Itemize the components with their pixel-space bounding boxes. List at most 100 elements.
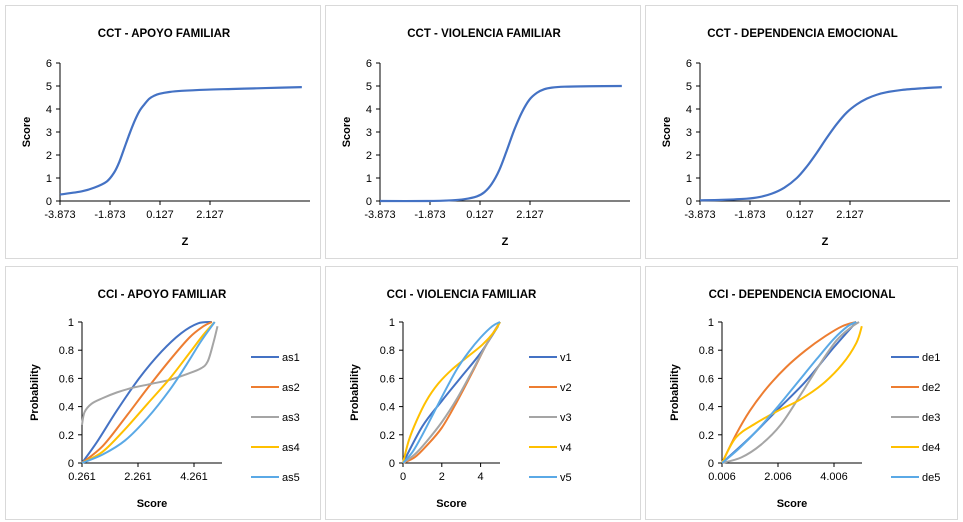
y-tick-label: 1	[46, 173, 52, 185]
y-tick-label: 0.4	[59, 402, 74, 414]
y-tick-label: 1	[68, 317, 74, 329]
chart-panel: CCT - APOYO FAMILIAR 0 1 2 3 4 5 6 -3.873 -1.873 0…	[5, 5, 321, 259]
x-tick-label: 4	[478, 471, 484, 483]
y-tick-label: 0	[68, 458, 74, 470]
chart-panel: CCT - VIOLENCIA FAMILIAR 0 1 2 3 4 5 6 -3.873 -1.…	[325, 5, 641, 259]
x-tick-label: -1.873	[94, 209, 125, 221]
x-tick-label: 0	[400, 471, 406, 483]
x-axis-label: Z	[822, 236, 829, 248]
y-tick-label: 1	[708, 317, 714, 329]
series-line-curve	[379, 84, 622, 203]
legend-label: de2	[922, 382, 940, 394]
x-tick-label: -1.873	[734, 209, 765, 221]
x-tick-label: 2.127	[516, 209, 544, 221]
x-tick-label: -1.873	[414, 209, 445, 221]
y-axis-label: Probability	[349, 363, 361, 421]
y-tick-label: 4	[46, 104, 52, 116]
y-tick-label: 0	[686, 196, 692, 208]
chart-title: CCT - DEPENDENCIA EMOCIONAL	[707, 28, 898, 40]
chart-title: CCI - APOYO FAMILIAR	[98, 289, 227, 301]
y-axis-label: Probability	[29, 363, 41, 421]
y-tick-label: 0.2	[380, 430, 395, 442]
x-axis-label: Score	[137, 498, 168, 510]
x-tick-label: 0.127	[466, 209, 494, 221]
chart-svg: CCI - APOYO FAMILIAR 0 0.2 0.4 0.6 0.8 1 0.261 2…	[29, 289, 300, 510]
x-tick-label: 2.261	[124, 471, 152, 483]
x-tick-label: -3.873	[44, 209, 75, 221]
y-tick-label: 0.2	[699, 430, 714, 442]
legend-label: as5	[282, 472, 300, 484]
series-line-as2	[81, 321, 213, 464]
y-axis-label: Score	[21, 117, 33, 148]
y-tick-label: 0.8	[699, 345, 714, 357]
y-tick-label: 3	[46, 127, 52, 139]
x-axis-label: Score	[777, 498, 808, 510]
chart-svg: CCT - APOYO FAMILIAR 0 1 2 3 4 5 6 -3.873 -1.873 0…	[21, 28, 310, 248]
legend-label: de5	[922, 472, 940, 484]
x-tick-label: 2.006	[764, 471, 792, 483]
x-tick-label: 2.127	[836, 209, 864, 221]
x-tick-label: 0.127	[146, 209, 174, 221]
x-tick-label: 0.127	[786, 209, 814, 221]
y-tick-label: 0.4	[380, 402, 395, 414]
series-line-as4	[81, 321, 216, 464]
series-line-v4	[402, 321, 501, 464]
legend-label: as2	[282, 382, 300, 394]
series-line-curve	[699, 86, 942, 202]
y-axis-label: Score	[661, 117, 673, 148]
y-tick-label: 1	[366, 173, 372, 185]
chart-panel: CCI - APOYO FAMILIAR 0 0.2 0.4 0.6 0.8 1 0.261 2…	[5, 266, 321, 520]
y-tick-label: 5	[46, 81, 52, 93]
legend-label: v2	[560, 382, 572, 394]
y-tick-label: 1	[686, 173, 692, 185]
chart-svg: CCT - VIOLENCIA FAMILIAR 0 1 2 3 4 5 6 -3.873 -1.…	[341, 28, 630, 248]
y-axis-label: Score	[341, 117, 353, 148]
y-tick-label: 0	[46, 196, 52, 208]
chart-title: CCI - VIOLENCIA FAMILIAR	[387, 289, 537, 301]
y-tick-label: 0.8	[380, 345, 395, 357]
y-tick-label: 3	[686, 127, 692, 139]
legend-label: de4	[922, 442, 940, 454]
series-line-v5	[402, 321, 501, 464]
chart-title: CCT - VIOLENCIA FAMILIAR	[407, 28, 561, 40]
y-tick-label: 0.6	[380, 373, 395, 385]
legend-label: v3	[560, 412, 572, 424]
legend-label: de3	[922, 412, 940, 424]
y-tick-label: 2	[686, 150, 692, 162]
y-tick-label: 0.2	[59, 430, 74, 442]
y-tick-label: 2	[366, 150, 372, 162]
chart-svg: CCT - DEPENDENCIA EMOCIONAL 0 1 2 3 4 5 6 -3.873…	[661, 28, 950, 248]
chart-panel: CCI - DEPENDENCIA EMOCIONAL 0 0.2 0.4 0.6 0.8…	[645, 266, 958, 520]
y-tick-label: 0.8	[59, 345, 74, 357]
y-axis-label: Probability	[669, 363, 681, 421]
y-tick-label: 2	[46, 150, 52, 162]
chart-svg: CCI - VIOLENCIA FAMILIAR 0 0.2 0.4 0.6 0.8 1 0 2…	[349, 289, 572, 510]
legend-label: v5	[560, 472, 572, 484]
y-tick-label: 0	[366, 196, 372, 208]
chart-title: CCT - APOYO FAMILIAR	[98, 28, 231, 40]
legend-label: de1	[922, 352, 940, 364]
series-line-v3	[402, 321, 501, 464]
y-tick-label: 4	[366, 104, 372, 116]
y-tick-label: 6	[46, 58, 52, 70]
series-line-as3	[81, 325, 219, 426]
x-tick-label: 0.006	[708, 471, 736, 483]
chart-svg: CCI - DEPENDENCIA EMOCIONAL 0 0.2 0.4 0.6 0.8…	[669, 289, 940, 510]
y-tick-label: 0	[708, 458, 714, 470]
y-tick-label: 6	[686, 58, 692, 70]
y-tick-label: 5	[366, 81, 372, 93]
x-axis-label: Z	[182, 236, 189, 248]
legend-label: as3	[282, 412, 300, 424]
series-line-as1	[81, 321, 212, 464]
series-line-de5	[721, 321, 857, 464]
y-tick-label: 3	[366, 127, 372, 139]
x-tick-label: 2.127	[196, 209, 224, 221]
x-tick-label: -3.873	[684, 209, 715, 221]
series-line-de4	[721, 325, 863, 464]
legend-label: v1	[560, 352, 572, 364]
series-line-as5	[81, 321, 216, 464]
chart-title: CCI - DEPENDENCIA EMOCIONAL	[709, 289, 896, 301]
chart-panel: CCT - DEPENDENCIA EMOCIONAL 0 1 2 3 4 5 6 -3.873…	[645, 5, 958, 259]
x-tick-label: 0.261	[68, 471, 96, 483]
